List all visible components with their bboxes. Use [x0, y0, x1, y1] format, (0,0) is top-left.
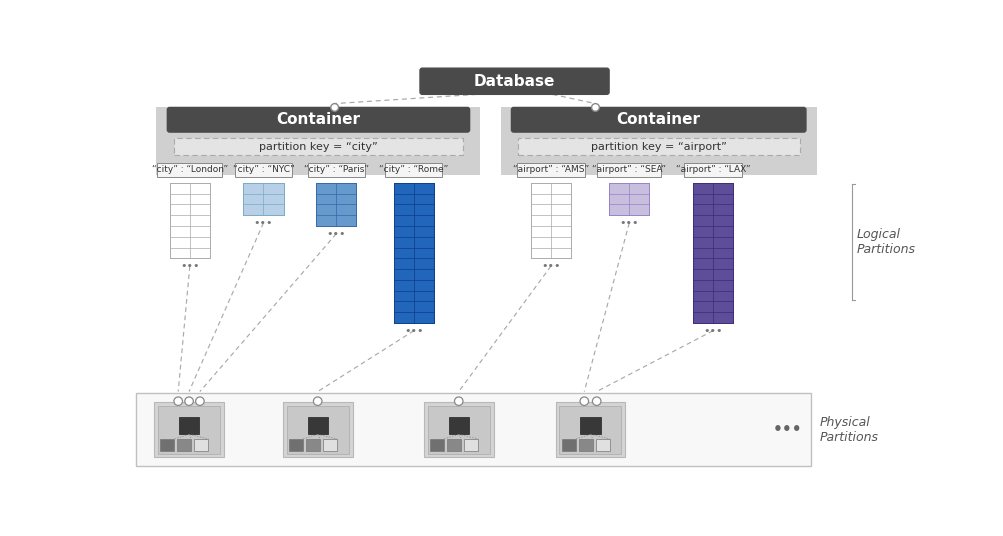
FancyBboxPatch shape: [136, 393, 809, 466]
FancyBboxPatch shape: [596, 439, 609, 451]
Circle shape: [174, 397, 183, 405]
Text: “airport” : “AMS”: “airport” : “AMS”: [513, 165, 589, 174]
FancyBboxPatch shape: [306, 439, 320, 451]
FancyBboxPatch shape: [170, 183, 210, 258]
Text: “city” : “Paris”: “city” : “Paris”: [304, 165, 368, 174]
FancyBboxPatch shape: [580, 418, 600, 434]
FancyBboxPatch shape: [316, 183, 356, 226]
FancyBboxPatch shape: [195, 439, 209, 451]
Text: “city” : “NYC”: “city” : “NYC”: [233, 165, 294, 174]
FancyBboxPatch shape: [174, 138, 463, 155]
Text: “airport” : “SEA”: “airport” : “SEA”: [592, 165, 666, 174]
Circle shape: [592, 397, 601, 405]
FancyBboxPatch shape: [448, 418, 468, 434]
Circle shape: [591, 103, 599, 111]
Text: •••: •••: [254, 218, 273, 228]
FancyBboxPatch shape: [423, 402, 493, 457]
FancyBboxPatch shape: [511, 107, 805, 132]
FancyBboxPatch shape: [178, 439, 192, 451]
FancyBboxPatch shape: [168, 107, 469, 132]
FancyBboxPatch shape: [684, 163, 741, 177]
FancyBboxPatch shape: [517, 163, 585, 177]
Circle shape: [196, 397, 204, 405]
FancyBboxPatch shape: [463, 439, 477, 451]
Text: Container: Container: [616, 112, 700, 127]
Text: Container: Container: [276, 112, 360, 127]
FancyBboxPatch shape: [500, 107, 816, 175]
Circle shape: [330, 103, 338, 111]
Circle shape: [313, 397, 322, 405]
FancyBboxPatch shape: [692, 183, 732, 323]
FancyBboxPatch shape: [427, 406, 489, 453]
FancyBboxPatch shape: [429, 439, 443, 451]
FancyBboxPatch shape: [235, 163, 292, 177]
FancyBboxPatch shape: [156, 107, 480, 175]
FancyBboxPatch shape: [307, 418, 327, 434]
Text: •••: •••: [180, 261, 200, 271]
Circle shape: [580, 397, 588, 405]
Text: partition key = “city”: partition key = “city”: [259, 142, 377, 152]
FancyBboxPatch shape: [179, 418, 199, 434]
FancyBboxPatch shape: [160, 439, 175, 451]
FancyBboxPatch shape: [531, 183, 571, 258]
Text: “city” : “Rome”: “city” : “Rome”: [379, 165, 448, 174]
FancyBboxPatch shape: [283, 402, 352, 457]
FancyBboxPatch shape: [157, 163, 222, 177]
FancyBboxPatch shape: [562, 439, 575, 451]
FancyBboxPatch shape: [287, 406, 348, 453]
FancyBboxPatch shape: [579, 439, 592, 451]
FancyBboxPatch shape: [419, 68, 609, 94]
FancyBboxPatch shape: [307, 163, 365, 177]
FancyBboxPatch shape: [518, 138, 799, 155]
FancyBboxPatch shape: [597, 163, 660, 177]
FancyBboxPatch shape: [385, 163, 442, 177]
Text: “airport” : “LAX”: “airport” : “LAX”: [675, 165, 749, 174]
Text: •••: •••: [326, 229, 346, 239]
Circle shape: [185, 397, 194, 405]
FancyBboxPatch shape: [555, 402, 625, 457]
Circle shape: [454, 397, 462, 405]
Text: •••: •••: [403, 326, 423, 336]
FancyBboxPatch shape: [446, 439, 460, 451]
FancyBboxPatch shape: [289, 439, 303, 451]
FancyBboxPatch shape: [154, 402, 224, 457]
Text: Physical
Partitions: Physical Partitions: [819, 416, 878, 444]
Text: Database: Database: [473, 74, 555, 89]
Text: Logical
Partitions: Logical Partitions: [856, 228, 915, 256]
Text: partition key = “airport”: partition key = “airport”: [590, 142, 726, 152]
FancyBboxPatch shape: [157, 406, 220, 453]
Text: •••: •••: [541, 261, 560, 271]
FancyBboxPatch shape: [393, 183, 433, 323]
FancyBboxPatch shape: [243, 183, 283, 215]
FancyBboxPatch shape: [323, 439, 337, 451]
Text: •••: •••: [771, 422, 801, 437]
Text: •••: •••: [702, 326, 722, 336]
Text: •••: •••: [619, 218, 638, 228]
Text: “city” : “London”: “city” : “London”: [151, 165, 228, 174]
FancyBboxPatch shape: [609, 183, 649, 215]
FancyBboxPatch shape: [559, 406, 621, 453]
